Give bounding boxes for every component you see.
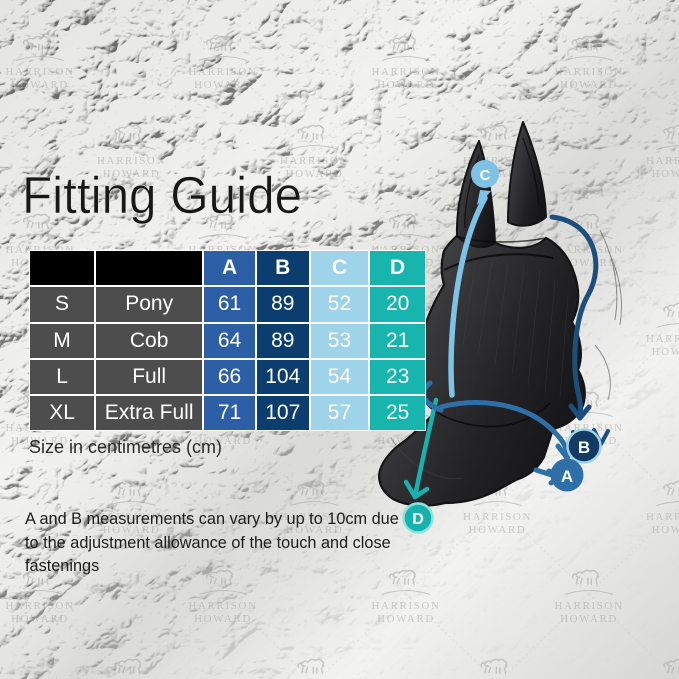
- svg-text:B: B: [578, 438, 590, 457]
- svg-text:C: C: [480, 167, 491, 184]
- svg-text:A: A: [561, 467, 573, 486]
